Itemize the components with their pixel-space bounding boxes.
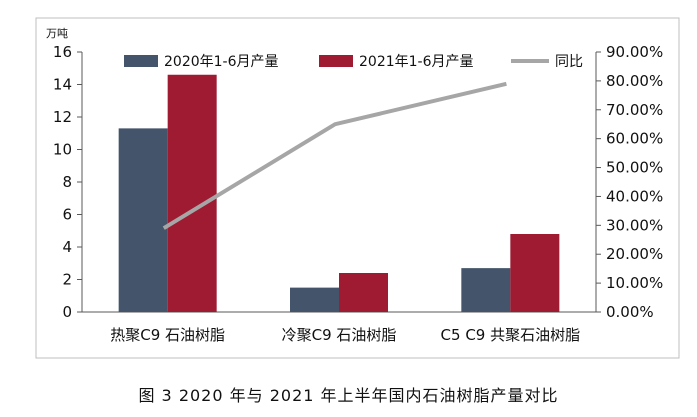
ratio-line-path	[162, 81, 507, 230]
right-tick-label: 90.00%	[606, 43, 663, 61]
left-tick-label: 4	[62, 238, 72, 256]
bar	[290, 287, 339, 312]
right-tick-label: 80.00%	[606, 72, 663, 90]
left-tick-label: 8	[62, 173, 72, 191]
legend-label: 同比	[555, 54, 583, 70]
left-tick-label: 2	[62, 271, 72, 289]
right-tick-label: 70.00%	[606, 101, 663, 119]
legend-swatch	[124, 55, 158, 67]
left-tick-label: 0	[62, 303, 72, 321]
category-label: C5 C9 共聚石油树脂	[441, 326, 581, 344]
right-tick-label: 0.00%	[606, 303, 654, 321]
category-labels: 热聚C9 石油树脂 冷聚C9 石油树脂 C5 C9 共聚石油树脂	[110, 326, 580, 344]
figure-caption: 图 3 2020 年与 2021 年上半年国内石油树脂产量对比	[138, 386, 559, 405]
bar	[118, 128, 168, 312]
left-tick-label: 14	[53, 76, 72, 94]
left-axis-unit: 万吨	[46, 27, 68, 40]
legend-swatch	[319, 55, 353, 67]
right-tick-label: 30.00%	[606, 216, 663, 234]
left-tick-label: 16	[53, 43, 72, 61]
right-tick-label: 40.00%	[606, 187, 663, 205]
chart-frame	[35, 17, 680, 359]
legend-label: 2020年1-6月产量	[164, 54, 279, 70]
legend: 2020年1-6月产量 2021年1-6月产量 同比	[124, 54, 583, 70]
left-tick-label: 10	[53, 141, 72, 159]
right-tick-label: 60.00%	[606, 130, 663, 148]
ratio-line	[162, 81, 507, 230]
bar	[339, 273, 388, 312]
category-label: 冷聚C9 石油树脂	[282, 326, 397, 344]
bar	[461, 268, 511, 312]
bar	[167, 74, 217, 312]
right-tick-label: 50.00%	[606, 159, 663, 177]
category-label: 热聚C9 石油树脂	[110, 326, 225, 344]
right-tick-label: 20.00%	[606, 245, 663, 263]
bar	[510, 234, 560, 312]
left-tick-label: 6	[62, 206, 72, 224]
right-axis: 0.00% 10.00% 20.00% 30.00% 40.00% 50.00% 60.00…	[595, 43, 663, 321]
bars	[118, 74, 560, 312]
legend-label: 2021年1-6月产量	[359, 54, 474, 70]
left-tick-label: 12	[53, 108, 72, 126]
right-tick-label: 10.00%	[606, 274, 663, 292]
